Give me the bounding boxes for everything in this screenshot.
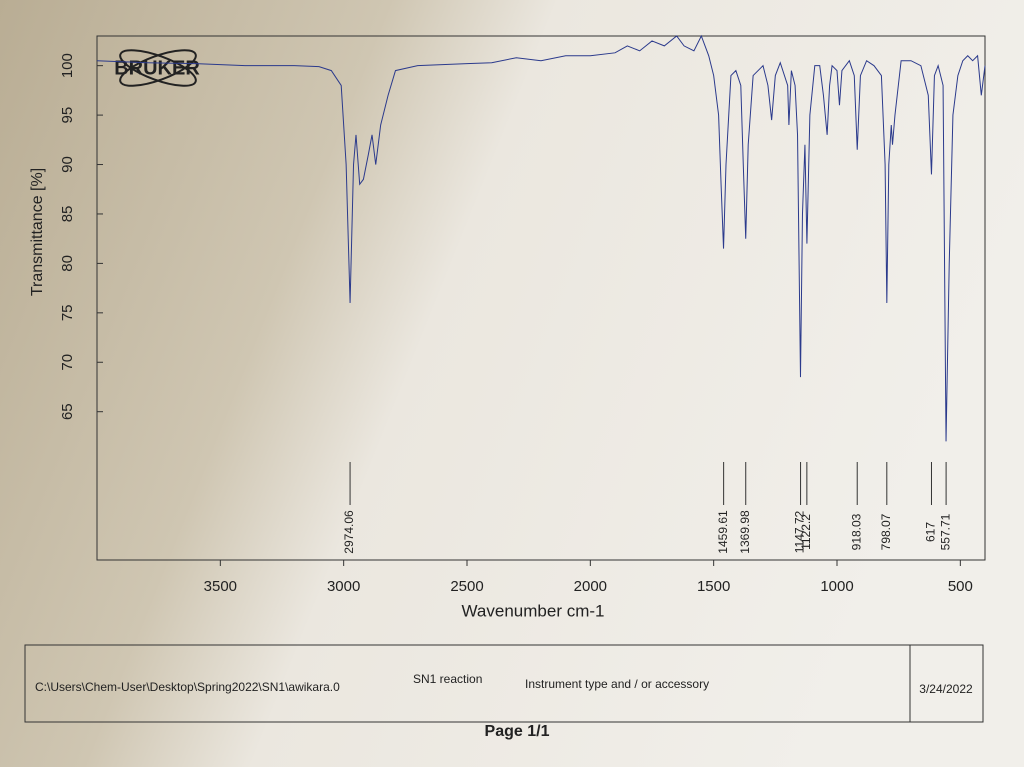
footer-path: C:\Users\Chem-User\Desktop\Spring2022\SN… bbox=[35, 680, 340, 694]
y-tick-label: 85 bbox=[59, 206, 76, 223]
x-tick-label: 1500 bbox=[697, 578, 730, 595]
footer-date: 3/24/2022 bbox=[919, 682, 973, 696]
footer-box bbox=[24, 644, 984, 723]
y-tick-label: 70 bbox=[59, 354, 76, 371]
x-axis-title: Wavenumber cm-1 bbox=[462, 601, 605, 620]
y-axis-title: Transmittance [%] bbox=[29, 168, 46, 296]
peak-label: 798.07 bbox=[879, 513, 893, 550]
x-tick-label: 3500 bbox=[204, 578, 237, 595]
footer-sample: SN1 reaction bbox=[413, 672, 482, 686]
logo-text: BRUKER bbox=[114, 57, 200, 79]
peak-label: 617 bbox=[924, 522, 938, 542]
logo-orbit bbox=[119, 49, 197, 87]
x-tick-label: 1000 bbox=[820, 578, 853, 595]
y-tick-label: 100 bbox=[59, 53, 76, 78]
peak-label: 1369.98 bbox=[738, 510, 752, 554]
peak-label: 557.71 bbox=[938, 513, 952, 550]
page-number: Page 1/1 bbox=[485, 723, 550, 740]
footer-instrument: Instrument type and / or accessory bbox=[525, 677, 709, 691]
peak-label: 918.03 bbox=[849, 513, 863, 550]
x-tick-label: 3000 bbox=[327, 578, 360, 595]
peak-label: 1147.72 bbox=[793, 510, 807, 553]
plot-frame bbox=[96, 35, 986, 561]
y-tick-label: 75 bbox=[59, 304, 76, 321]
spectrum-line bbox=[96, 34, 986, 442]
logo: BRUKER bbox=[114, 49, 200, 87]
x-tick-label: 2500 bbox=[450, 578, 483, 595]
x-tick-label: 2000 bbox=[574, 578, 607, 595]
y-tick-label: 90 bbox=[59, 156, 76, 173]
y-tick-label: 95 bbox=[59, 107, 76, 124]
peak-label: 1122.2 bbox=[799, 514, 813, 550]
logo-orbit bbox=[119, 49, 197, 87]
y-tick-label: 65 bbox=[59, 403, 76, 420]
peak-label: 2974.06 bbox=[342, 510, 356, 554]
x-tick-label: 500 bbox=[948, 578, 973, 595]
y-tick-label: 80 bbox=[59, 255, 76, 272]
peak-label: 1459.61 bbox=[716, 510, 730, 554]
